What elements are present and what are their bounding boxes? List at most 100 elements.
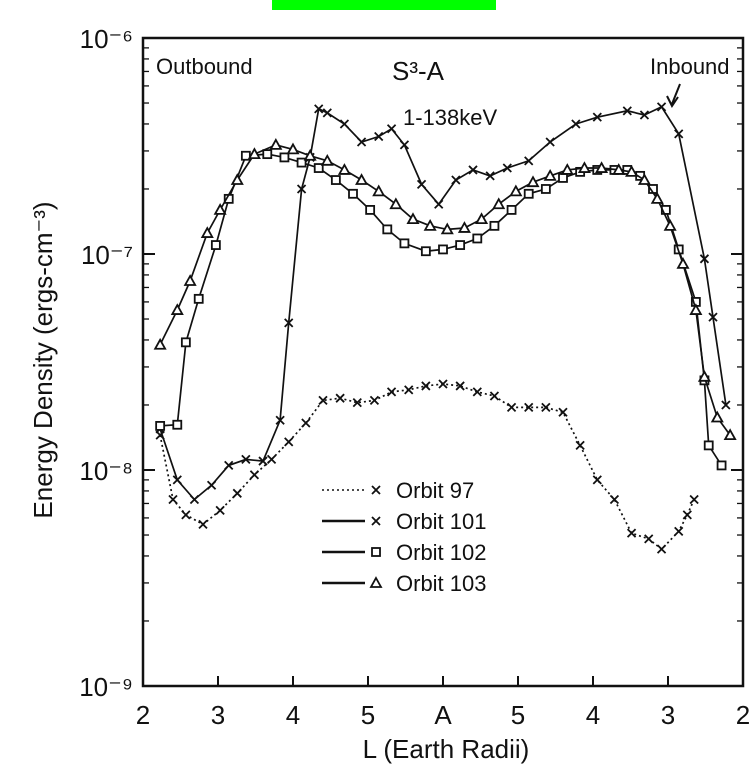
data-point-x bbox=[639, 110, 650, 120]
data-point-triangle bbox=[543, 169, 557, 181]
x-axis-label: L (Earth Radii) bbox=[363, 734, 530, 764]
series-orbit-101 bbox=[155, 102, 731, 505]
data-point-x bbox=[241, 454, 251, 465]
data-point-square bbox=[438, 244, 448, 255]
data-point-square bbox=[365, 205, 376, 215]
data-point-x bbox=[215, 505, 225, 516]
data-point-x bbox=[545, 137, 555, 147]
data-point-x bbox=[352, 398, 362, 408]
series-layer bbox=[153, 102, 737, 554]
data-point-triangle bbox=[423, 218, 437, 231]
data-point-x bbox=[399, 140, 410, 150]
data-point-x bbox=[318, 395, 328, 406]
data-point-x bbox=[371, 485, 381, 495]
data-point-x bbox=[592, 112, 602, 122]
data-point-square bbox=[703, 440, 714, 451]
data-point-square bbox=[172, 419, 183, 430]
axis-ticks bbox=[142, 37, 744, 687]
data-point-x bbox=[524, 156, 534, 166]
series-orbit-102 bbox=[155, 149, 727, 471]
x-tick-label: 3 bbox=[211, 700, 225, 730]
data-point-x bbox=[198, 519, 208, 530]
data-point-x bbox=[322, 108, 332, 118]
legend-label: Orbit 103 bbox=[396, 571, 487, 596]
data-point-x bbox=[266, 454, 277, 465]
data-point-square bbox=[180, 337, 191, 348]
data-point-x bbox=[181, 510, 191, 520]
data-point-square bbox=[506, 205, 517, 215]
data-point-triangle bbox=[612, 163, 626, 175]
data-point-triangle bbox=[440, 222, 454, 235]
y-tick-label: 10⁻⁷ bbox=[81, 240, 133, 270]
data-point-x bbox=[206, 480, 217, 490]
inbound-arrow bbox=[666, 83, 681, 108]
legend-label: Orbit 102 bbox=[396, 540, 487, 565]
data-point-triangle bbox=[372, 184, 386, 197]
data-point-x bbox=[558, 407, 568, 417]
x-tick-label: 2 bbox=[736, 700, 750, 730]
data-point-square bbox=[523, 188, 534, 199]
data-point-triangle bbox=[369, 576, 383, 588]
data-point-x bbox=[674, 129, 684, 139]
data-point-x bbox=[232, 488, 242, 498]
data-point-triangle bbox=[492, 197, 506, 210]
data-point-x bbox=[438, 379, 448, 389]
data-point-square bbox=[330, 175, 341, 185]
data-point-triangle bbox=[269, 138, 283, 150]
data-point-square bbox=[716, 460, 727, 471]
data-point-triangle bbox=[577, 161, 591, 173]
data-point-square bbox=[420, 246, 431, 257]
x-tick-label: 3 bbox=[661, 700, 675, 730]
data-point-x bbox=[258, 456, 268, 466]
data-point-triangle bbox=[637, 173, 651, 185]
data-point-triangle bbox=[526, 175, 540, 188]
data-point-square bbox=[279, 152, 290, 163]
data-point-x bbox=[168, 494, 178, 505]
data-point-x bbox=[656, 102, 667, 112]
data-point-x bbox=[249, 470, 260, 480]
data-point-triangle bbox=[697, 369, 711, 382]
data-point-x bbox=[386, 124, 397, 134]
series-line bbox=[159, 144, 731, 436]
chart-title: S³-A bbox=[392, 56, 445, 86]
data-point-x bbox=[314, 104, 324, 114]
y-tick-label: 10⁻⁹ bbox=[79, 672, 133, 702]
data-point-square bbox=[296, 157, 307, 168]
data-point-x bbox=[301, 418, 311, 428]
data-point-triangle bbox=[475, 212, 489, 225]
series-line bbox=[159, 105, 727, 501]
data-point-x bbox=[699, 254, 710, 264]
data-point-triangle bbox=[230, 173, 244, 185]
data-point-x bbox=[455, 381, 465, 391]
data-point-x bbox=[472, 387, 482, 397]
data-point-triangle bbox=[337, 163, 351, 175]
x-tick-label: 5 bbox=[511, 700, 525, 730]
data-point-x bbox=[371, 516, 381, 526]
data-point-triangle bbox=[183, 274, 197, 286]
data-point-triangle bbox=[457, 221, 471, 233]
legend: Orbit 97 Orbit 101 Orbit 102 Orbit 103 bbox=[322, 478, 487, 596]
data-point-square bbox=[371, 547, 381, 557]
y-tick-label: 10⁻⁸ bbox=[79, 456, 133, 486]
data-point-triangle bbox=[663, 218, 677, 231]
x-tick-label: 4 bbox=[586, 700, 600, 730]
legend-label: Orbit 101 bbox=[396, 509, 487, 534]
data-point-x bbox=[674, 526, 684, 536]
x-tick-label: 4 bbox=[286, 700, 300, 730]
top-highlight-bar bbox=[272, 0, 496, 10]
y-axis-label: Energy Density (ergs-cm⁻³) bbox=[28, 201, 58, 518]
data-point-square bbox=[210, 240, 221, 250]
data-point-x bbox=[374, 131, 384, 142]
data-point-square bbox=[155, 421, 166, 431]
data-point-square bbox=[540, 184, 551, 194]
data-point-square bbox=[313, 163, 324, 173]
data-point-square bbox=[455, 240, 466, 250]
data-point-x bbox=[296, 184, 307, 194]
data-point-triangle bbox=[200, 226, 214, 238]
data-point-square bbox=[262, 149, 273, 160]
data-point-x bbox=[502, 163, 512, 173]
data-point-triangle bbox=[170, 303, 184, 315]
data-point-triangle bbox=[595, 161, 609, 173]
data-point-square bbox=[193, 293, 204, 304]
data-point-x bbox=[189, 494, 200, 505]
